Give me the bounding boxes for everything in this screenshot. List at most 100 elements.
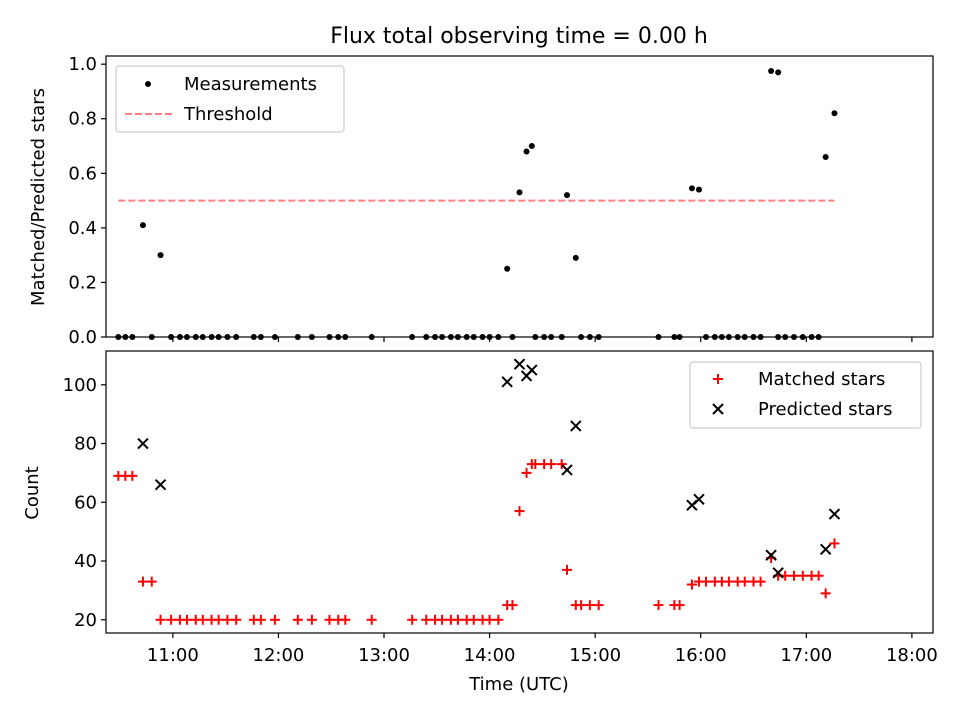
predicted-star-point (501, 376, 513, 388)
matched-star-point (137, 576, 148, 587)
measurement-point (822, 153, 829, 160)
measurement-point (775, 69, 782, 76)
x-tick-label: 18:00 (886, 645, 938, 666)
bottom-y-axis-label: Count (22, 466, 43, 519)
matched-star-point (269, 614, 280, 625)
measurement-point (548, 334, 555, 340)
bottom-plot-frame (105, 350, 934, 634)
measurement-point (750, 334, 757, 340)
matched-star-point (452, 614, 463, 625)
matched-star-point (468, 614, 479, 625)
measurement-point (148, 334, 155, 340)
measurement-point (192, 334, 199, 340)
measurement-point (578, 334, 585, 340)
x-axis-label: Time (UTC) (468, 674, 569, 695)
matched-star-point (797, 570, 808, 581)
predicted-star-point (765, 549, 777, 561)
matched-star-point (829, 538, 840, 549)
legend-threshold-label: Threshold (183, 104, 273, 125)
x-tick-label: 13:00 (358, 645, 410, 666)
measurement-point (703, 334, 710, 340)
matched-star-point (484, 614, 495, 625)
legend-measurements-marker (145, 81, 151, 87)
measurement-point (676, 334, 683, 340)
measurement-point (671, 334, 678, 340)
measurement-point (831, 110, 838, 117)
predicted-star-point (828, 508, 841, 520)
measurement-point (423, 334, 430, 340)
bottom-y-tick-label: 20 (74, 610, 97, 631)
top-y-tick-label: 0.2 (68, 272, 97, 293)
measurement-point (595, 334, 602, 340)
measurement-point (523, 148, 530, 155)
measurement-point (541, 334, 548, 340)
measurement-point (157, 252, 164, 259)
bottom-plot-marks (113, 358, 841, 625)
top-y-tick-label: 0.6 (68, 163, 97, 184)
x-tick-label: 11:00 (147, 645, 199, 666)
measurement-point (432, 334, 439, 340)
measurement-point (572, 254, 579, 261)
matched-star-point (340, 614, 351, 625)
matched-star-point (181, 614, 192, 625)
matched-star-point (674, 600, 685, 611)
measurement-point (208, 334, 215, 340)
legend-measurements-label: Measurements (184, 74, 317, 95)
measurement-point (326, 334, 333, 340)
measurement-point (129, 334, 136, 340)
x-tick-label: 17:00 (780, 645, 832, 666)
top-plot-frame (105, 55, 934, 338)
predicted-star-point (526, 364, 538, 376)
matched-star-point (686, 579, 697, 590)
top-plot-marks (115, 68, 838, 340)
bottom-legend-box (689, 361, 922, 429)
measurement-point (495, 334, 502, 340)
matched-star-point (820, 588, 831, 599)
x-tick-label: 15:00 (569, 645, 621, 666)
top-y-tick-label: 1.0 (68, 54, 97, 75)
measurement-point (122, 334, 129, 340)
measurement-point (486, 334, 493, 340)
measurement-point (799, 334, 806, 340)
matched-star-point (292, 614, 303, 625)
measurement-point (586, 334, 593, 340)
matched-star-point (546, 459, 557, 470)
measurement-point (532, 334, 539, 340)
legend-predicted-marker (712, 403, 724, 415)
matched-star-point (507, 600, 518, 611)
matched-star-point (222, 614, 233, 625)
measurement-point (368, 334, 375, 340)
matched-star-point (813, 570, 824, 581)
predicted-star-point (137, 437, 149, 450)
measurement-point (168, 334, 175, 340)
measurement-point (775, 334, 782, 340)
measurement-point (176, 334, 183, 340)
matched-star-point (324, 614, 335, 625)
measurement-point (139, 222, 146, 229)
measurement-point (215, 334, 222, 340)
predicted-star-point (561, 464, 573, 476)
matched-star-point (514, 506, 525, 517)
measurement-point (470, 334, 477, 340)
matched-star-point (255, 614, 266, 625)
measurement-point (768, 68, 775, 75)
matched-star-point (197, 614, 208, 625)
predicted-star-point (819, 543, 832, 555)
measurement-point (454, 334, 461, 340)
x-tick-label: 14:00 (464, 645, 516, 666)
measurement-point (688, 185, 695, 192)
measurement-point (808, 334, 815, 340)
matched-star-point (146, 576, 157, 587)
measurement-point (250, 334, 257, 340)
top-legend: Measurements Threshold (115, 65, 345, 133)
matched-star-point (155, 614, 166, 625)
bottom-y-tick-label: 40 (74, 551, 97, 572)
bottom-legend: Matched stars Predicted stars (689, 361, 922, 429)
measurement-point (308, 334, 315, 340)
measurement-point (815, 334, 822, 340)
matched-star-point (723, 576, 734, 587)
matched-star-point (421, 614, 432, 625)
measurement-point (183, 334, 190, 340)
predicted-star-point (570, 420, 582, 432)
